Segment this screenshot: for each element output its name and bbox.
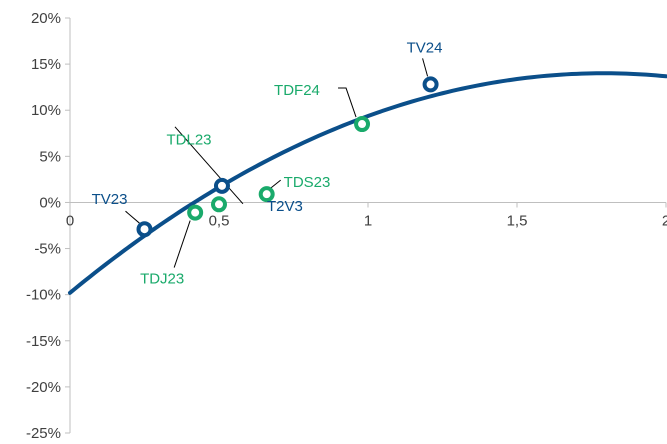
- leader-line: [174, 126, 244, 205]
- x-tick-label: 0: [66, 212, 74, 229]
- leader-line: [338, 87, 357, 118]
- y-tick-label: -15%: [26, 333, 61, 350]
- point-label: TV23: [92, 191, 128, 208]
- y-tick-label: 20%: [31, 10, 61, 27]
- tick-labels: 20% 15% 10% 5% 0% -5% -10% -15% -20% -25% 0 0,5 1 1,5…: [26, 10, 667, 442]
- data-point: [211, 196, 227, 213]
- leader-line: [125, 210, 140, 224]
- point-label: TDJ23: [140, 271, 184, 288]
- point-label: TDS23: [284, 174, 331, 191]
- label-leaders: [125, 58, 429, 268]
- data-point: [213, 177, 230, 194]
- data-point: [187, 204, 204, 221]
- x-tick-label: 1,5: [507, 212, 528, 229]
- y-tick-label: 0%: [39, 194, 61, 211]
- trendline-group: [68, 71, 667, 295]
- data-point: [136, 221, 153, 238]
- y-tick-label: -10%: [26, 287, 61, 304]
- y-tick-label: 15%: [31, 56, 61, 73]
- leader-line: [422, 58, 429, 77]
- point-label: T2V3: [267, 198, 303, 215]
- y-tick-label: -25%: [26, 425, 61, 442]
- data-points: [136, 76, 439, 238]
- y-tick-label: -20%: [26, 379, 61, 396]
- y-tick-label: 5%: [39, 148, 61, 165]
- data-point: [258, 186, 275, 203]
- x-tick-label: 0,5: [209, 212, 230, 229]
- leader-line: [173, 220, 191, 268]
- trendline: [68, 71, 667, 295]
- point-label: TDL23: [166, 131, 211, 148]
- y-tick-label: 10%: [31, 102, 61, 119]
- data-point: [422, 76, 439, 93]
- x-tick-label: 1: [364, 212, 372, 229]
- x-tick-label: 2: [662, 212, 667, 229]
- leader-line: [270, 179, 281, 189]
- data-point: [354, 116, 371, 133]
- point-labels: TV23 TDJ23 TDL23 T2V3 TDS23 TDF24 TV24: [92, 39, 443, 287]
- point-label: TDF24: [274, 82, 320, 99]
- y-tick-label: -5%: [34, 241, 61, 258]
- point-label: TV24: [407, 39, 443, 56]
